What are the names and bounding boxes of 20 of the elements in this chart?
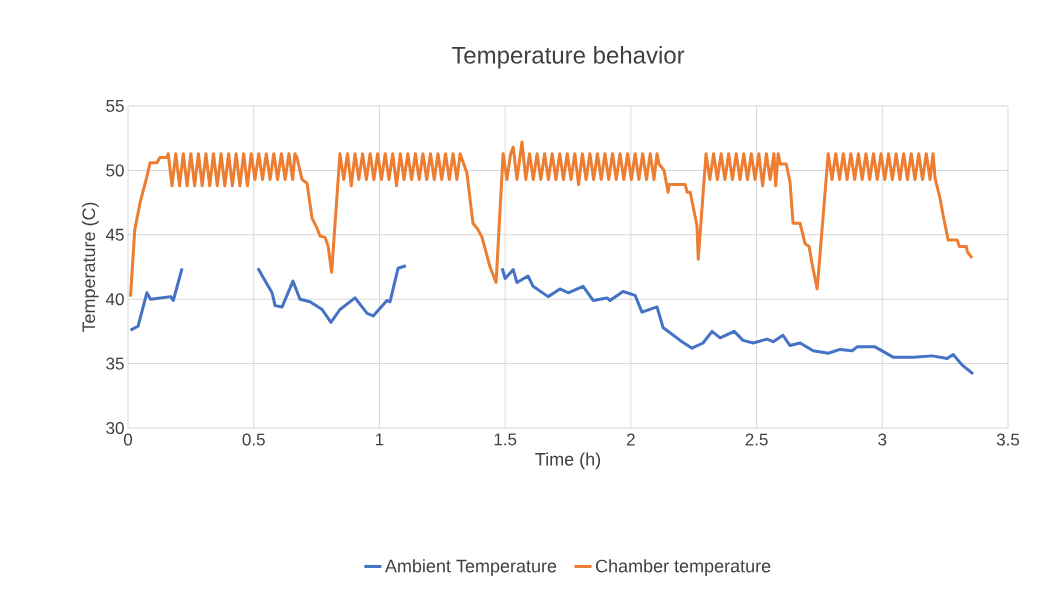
y-tick-label: 55 xyxy=(106,100,124,112)
line-series xyxy=(129,140,974,299)
x-tick-label: 2 xyxy=(627,433,635,446)
x-tick-label: 0.5 xyxy=(242,433,265,446)
legend-label: Ambient Temperature xyxy=(384,559,557,576)
x-tick-label: 2.5 xyxy=(745,433,768,446)
x-tick-label: 3 xyxy=(878,433,887,446)
x-tick-label: 1 xyxy=(376,433,384,446)
y-tick-label: 50 xyxy=(106,164,124,177)
y-tick-label: 45 xyxy=(105,228,124,241)
legend-label: Chamber temperature xyxy=(595,559,771,576)
chart-title: Temperature behavior xyxy=(451,46,685,69)
y-axis-title: Temperature (C) xyxy=(81,202,99,333)
x-tick-label: 1.5 xyxy=(494,433,517,446)
x-axis-title: Time (h) xyxy=(535,452,601,470)
y-tick-label: 30 xyxy=(106,421,124,435)
x-tick-label: 3.5 xyxy=(996,433,1020,446)
y-tick-label: 35 xyxy=(106,357,124,370)
x-tick-label: 0 xyxy=(123,433,133,446)
y-tick-label: 40 xyxy=(105,293,124,306)
